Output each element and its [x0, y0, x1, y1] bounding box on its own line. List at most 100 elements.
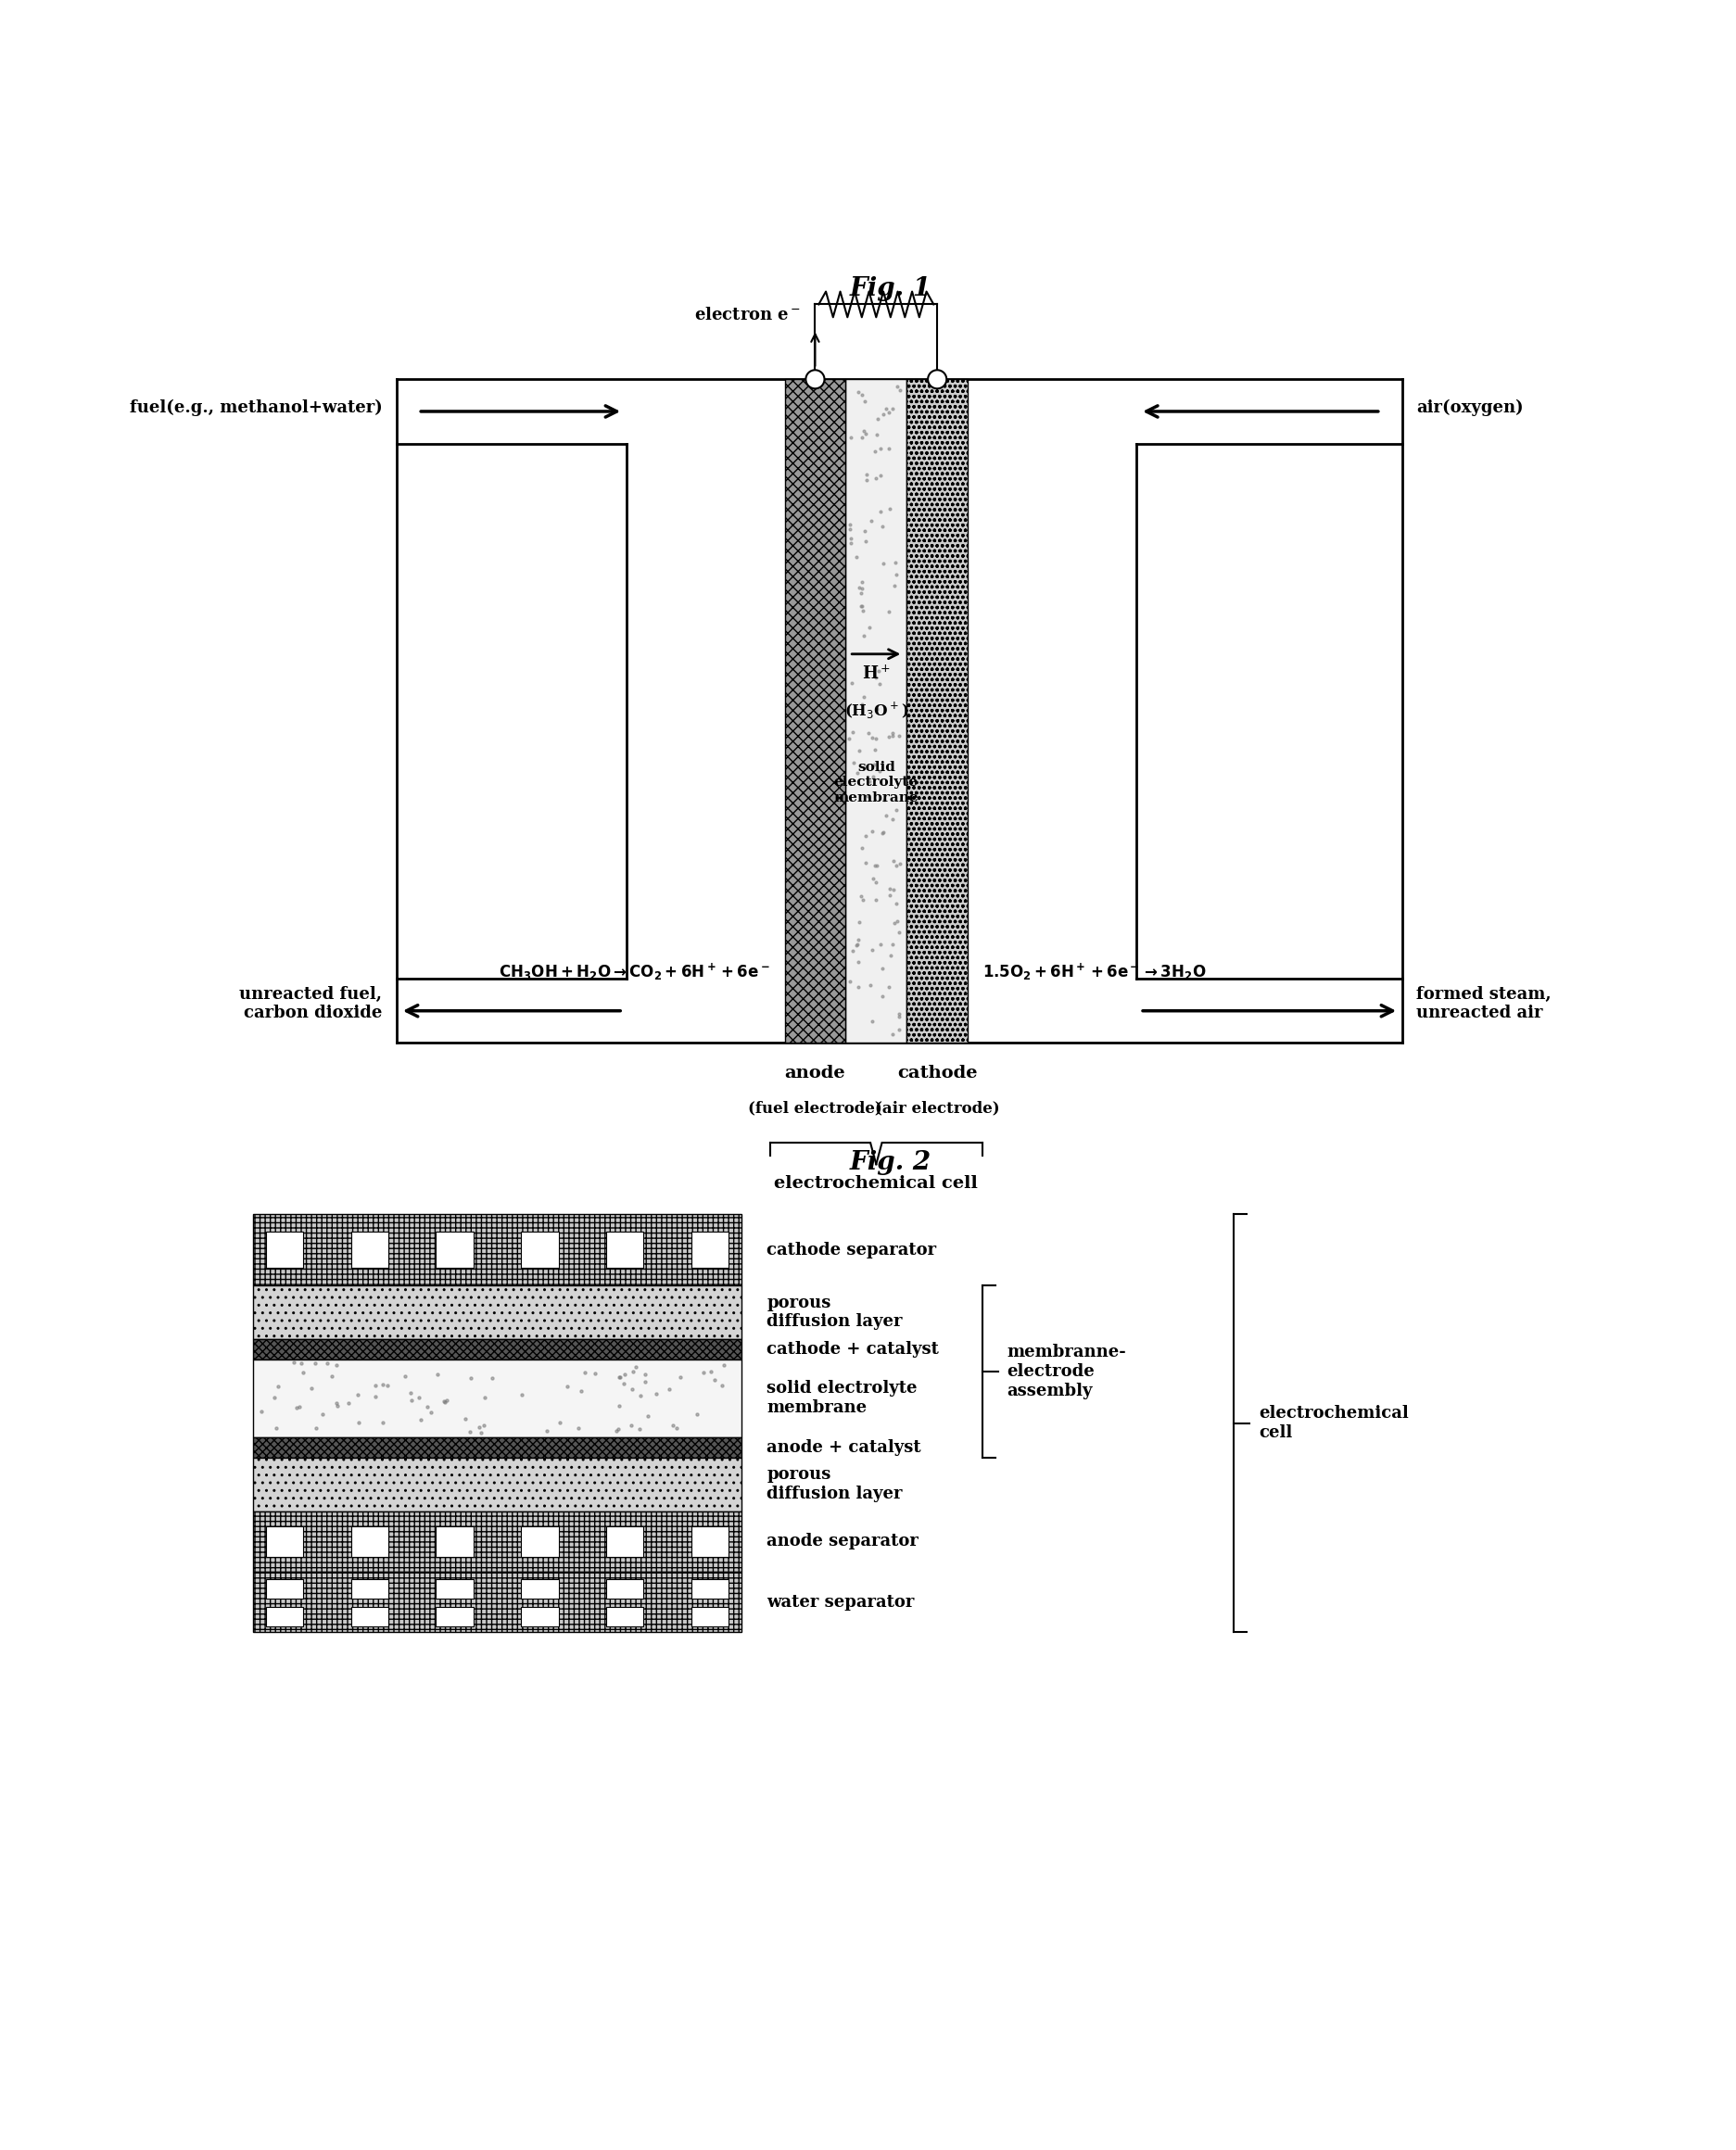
- Bar: [351, 1526, 389, 1557]
- Point: [875, 720, 903, 755]
- Point: [507, 1378, 535, 1413]
- Point: [861, 660, 889, 694]
- Point: [838, 714, 866, 748]
- Point: [630, 1365, 658, 1400]
- Point: [842, 540, 870, 574]
- Point: [344, 1406, 372, 1440]
- Bar: [253, 1359, 741, 1438]
- Bar: [436, 1580, 474, 1600]
- Point: [279, 1346, 307, 1380]
- Point: [863, 417, 891, 452]
- Point: [260, 1380, 288, 1415]
- Point: [861, 733, 889, 768]
- Text: (air electrode): (air electrode): [875, 1101, 1000, 1116]
- Bar: [253, 1438, 741, 1458]
- Point: [835, 512, 863, 546]
- Point: [621, 1350, 649, 1385]
- Point: [849, 593, 877, 628]
- Text: $\mathbf{1.5O_2+6H^++6e^- \rightarrow 3H_2O}$: $\mathbf{1.5O_2+6H^++6e^- \rightarrow 3H…: [981, 961, 1205, 983]
- Point: [847, 688, 875, 722]
- Point: [866, 927, 894, 961]
- Point: [847, 830, 875, 864]
- Point: [634, 1400, 661, 1434]
- Point: [844, 927, 871, 961]
- Text: anode: anode: [785, 1064, 845, 1081]
- Bar: [606, 1580, 642, 1600]
- Point: [852, 458, 880, 492]
- Point: [844, 374, 871, 408]
- Circle shape: [806, 370, 825, 389]
- Point: [838, 933, 866, 968]
- Point: [417, 1395, 444, 1430]
- Point: [835, 507, 863, 542]
- Point: [302, 1410, 330, 1445]
- Point: [861, 884, 889, 918]
- Point: [323, 1387, 351, 1421]
- Point: [618, 1372, 646, 1406]
- Point: [882, 847, 910, 881]
- Point: [851, 845, 878, 879]
- Bar: [906, 378, 967, 1043]
- Text: cathode: cathode: [898, 1064, 977, 1081]
- Point: [858, 503, 885, 538]
- Text: solid
electrolyte
membrane: solid electrolyte membrane: [833, 761, 918, 804]
- Point: [880, 905, 908, 940]
- Point: [851, 679, 878, 714]
- Point: [604, 1361, 632, 1395]
- Bar: [266, 1526, 304, 1557]
- Point: [858, 933, 885, 968]
- Bar: [785, 378, 845, 1043]
- Point: [870, 783, 898, 817]
- Point: [470, 1380, 498, 1415]
- Bar: [606, 1606, 642, 1625]
- Point: [361, 1380, 389, 1415]
- Bar: [266, 1606, 304, 1625]
- Text: electrochemical
cell: electrochemical cell: [1259, 1406, 1408, 1440]
- Point: [654, 1372, 682, 1406]
- Point: [847, 879, 875, 914]
- Point: [248, 1395, 276, 1430]
- Point: [288, 1346, 316, 1380]
- Point: [406, 1402, 434, 1436]
- Point: [851, 413, 878, 447]
- Point: [875, 396, 903, 430]
- Point: [625, 1413, 653, 1447]
- Point: [866, 432, 894, 467]
- Bar: [351, 1606, 389, 1625]
- Point: [863, 692, 891, 727]
- Point: [875, 871, 903, 905]
- Point: [396, 1376, 424, 1410]
- Point: [837, 421, 865, 456]
- Point: [878, 1017, 906, 1051]
- Point: [696, 1354, 724, 1389]
- Point: [618, 1354, 646, 1389]
- Circle shape: [927, 370, 946, 389]
- Point: [569, 1354, 597, 1389]
- Point: [847, 378, 875, 413]
- Point: [875, 593, 903, 628]
- Point: [533, 1413, 561, 1447]
- Bar: [521, 1606, 559, 1625]
- Point: [868, 952, 896, 987]
- Point: [465, 1410, 493, 1445]
- Point: [323, 1348, 351, 1382]
- Text: membranne-
electrode
assembly: membranne- electrode assembly: [1007, 1344, 1127, 1400]
- Point: [878, 391, 906, 426]
- Point: [627, 1378, 654, 1413]
- Point: [858, 862, 885, 897]
- Point: [856, 763, 884, 798]
- Point: [845, 570, 873, 604]
- Point: [318, 1359, 345, 1393]
- Point: [882, 793, 910, 828]
- Bar: [266, 1580, 304, 1600]
- Point: [875, 879, 903, 914]
- Point: [370, 1367, 398, 1402]
- Point: [884, 1013, 911, 1047]
- Text: electron e$^-$: electron e$^-$: [694, 307, 800, 322]
- Point: [868, 978, 896, 1013]
- Point: [455, 1415, 483, 1449]
- Point: [368, 1406, 396, 1440]
- Point: [844, 733, 871, 768]
- Point: [682, 1398, 710, 1432]
- Point: [314, 1346, 342, 1380]
